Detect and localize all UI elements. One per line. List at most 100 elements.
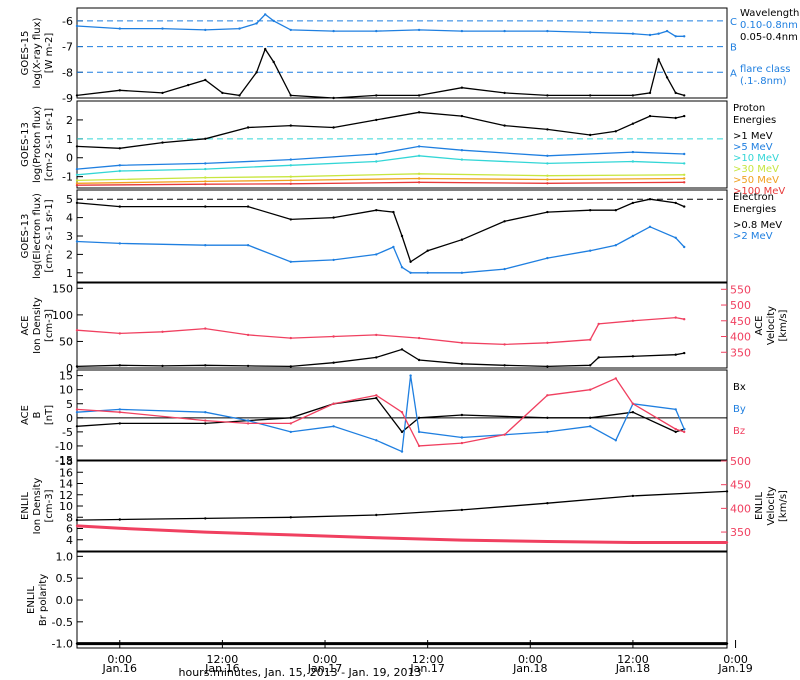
legend-title: Energies [733, 115, 776, 126]
data-point [589, 416, 592, 419]
right-y-tick-label: 400 [730, 331, 751, 344]
y-axis-label: Ion Density [32, 297, 43, 354]
legend-title: Proton [733, 103, 765, 114]
data-point [614, 244, 617, 247]
data-point [118, 422, 122, 425]
panel-frame [76, 369, 728, 461]
data-point [546, 29, 549, 33]
data-point [417, 416, 421, 419]
data-point [460, 238, 464, 241]
data-point [460, 436, 464, 439]
data-point [683, 177, 686, 180]
data-point [255, 71, 258, 74]
data-point [546, 182, 549, 185]
data-point [204, 28, 207, 32]
right-y-tick-label: 550 [730, 283, 751, 296]
x-tick-label-date: Jan.16 [204, 662, 239, 675]
legend-title: Energies [733, 204, 776, 215]
legend-entry: Wavelength [740, 8, 799, 19]
data-point [631, 411, 635, 414]
y-tick-label: -15 [55, 454, 73, 467]
x-tick-label-date: Jan.16 [102, 662, 137, 675]
series-line [76, 47, 685, 99]
data-point [289, 179, 292, 182]
series-line [76, 173, 685, 182]
y-axis-label: ENLIL [26, 586, 37, 614]
data-point [683, 181, 686, 184]
data-point [546, 174, 549, 177]
data-point [503, 29, 506, 33]
y-tick-label: -9 [62, 92, 73, 105]
data-point [417, 181, 421, 184]
data-point [546, 256, 549, 260]
data-point [460, 86, 464, 89]
data-point [683, 245, 686, 249]
data-point [272, 19, 275, 23]
y-tick-label: 4 [66, 534, 73, 547]
y-axis-label: B [32, 411, 43, 418]
data-point [683, 427, 686, 431]
data-point [546, 128, 549, 131]
x-tick-label-date: Jan.18 [615, 662, 650, 675]
data-point [674, 430, 677, 434]
data-point [589, 425, 592, 428]
y-axis-label: GOES-13 [20, 214, 31, 259]
data-point [118, 527, 122, 530]
y-tick-label: 50 [59, 335, 73, 348]
data-point [417, 145, 421, 148]
data-point [204, 244, 207, 247]
data-point [289, 164, 292, 167]
data-point [417, 94, 421, 97]
data-point [118, 205, 122, 208]
data-point [75, 167, 79, 171]
series-line [76, 145, 685, 170]
data-point [204, 327, 207, 330]
data-point [460, 538, 464, 542]
legend-entry: >1 MeV [733, 131, 773, 142]
y-axis-label: GOES-13 [20, 122, 31, 167]
y-tick-label: -5 [62, 426, 73, 439]
data-point [546, 210, 549, 214]
data-point [75, 329, 79, 332]
panel-frame [76, 100, 728, 189]
data-point [204, 422, 207, 425]
data-point [683, 162, 686, 165]
y-tick-label: -6 [62, 15, 73, 28]
x-axis: 0:00Jan.1612:00Jan.160:00Jan.1712:00Jan.… [102, 640, 753, 675]
data-point [417, 430, 421, 434]
panel-electron: 1 2 3 4 5 GOES-13 log(Electron flux) [cm-2 s-1 … [20, 189, 782, 283]
data-point [417, 336, 421, 340]
data-point [589, 249, 592, 252]
data-point [460, 341, 464, 344]
y-axis-label: log(Proton flux) [32, 106, 43, 183]
data-point [589, 364, 592, 367]
series-line [76, 13, 685, 37]
data-point [375, 396, 378, 400]
legend-entry: (.1-.8nm) [740, 76, 787, 87]
data-point [674, 408, 677, 411]
data-point [631, 355, 635, 358]
data-point [289, 533, 292, 537]
data-point [161, 141, 164, 144]
data-point [75, 184, 79, 187]
panel-frame [76, 282, 728, 369]
data-point [118, 169, 122, 173]
panel-proton: -1 0 1 2 GOES-13 log(Proton flux) [cm-2 s-1 sr… [20, 100, 785, 197]
data-point [375, 394, 378, 397]
data-point [409, 271, 412, 274]
data-point [392, 210, 395, 214]
y-tick-label: 0 [66, 152, 73, 165]
data-point [204, 517, 207, 520]
data-point [725, 642, 729, 645]
legend-entry: >10 MeV [733, 153, 779, 164]
data-point [289, 28, 292, 32]
data-point [375, 513, 378, 517]
data-point [332, 361, 335, 364]
y-axis-label: ENLIL [20, 492, 31, 520]
y-tick-label: 100 [52, 309, 73, 322]
y-tick-label: 12 [59, 489, 73, 502]
data-point [631, 541, 635, 544]
data-point [631, 402, 635, 405]
data-point [597, 322, 600, 326]
data-point [631, 32, 635, 35]
